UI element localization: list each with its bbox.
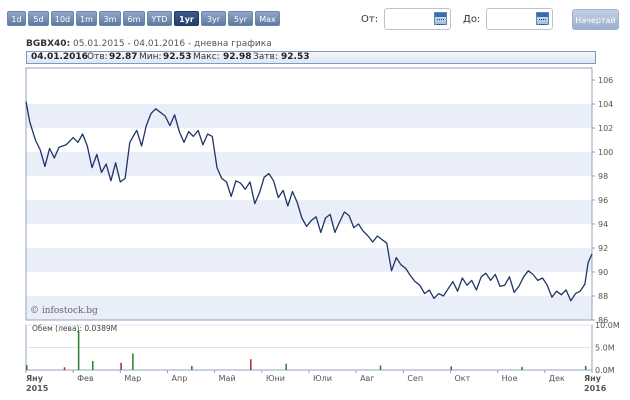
- price-y-tick-label: 92: [598, 244, 608, 253]
- range-button-1d[interactable]: 1d: [7, 11, 26, 26]
- price-y-tick-label: 86: [598, 316, 608, 325]
- price-plot-frame: [25, 67, 593, 321]
- volume-bar: [450, 366, 452, 370]
- range-button-5yr[interactable]: 5yr: [228, 11, 253, 26]
- volume-bar: [132, 353, 134, 370]
- from-label: От:: [361, 14, 379, 25]
- volume-y-tick-label: 0.0M: [595, 366, 615, 375]
- x-tick-label: Сеп: [407, 374, 423, 383]
- price-y-tick-label: 102: [598, 124, 613, 133]
- price-y-tick-label: 104: [598, 100, 613, 109]
- range-button-5d[interactable]: 5d: [28, 11, 49, 26]
- volume-bar: [521, 366, 523, 370]
- grid-band: [26, 200, 592, 224]
- volume-bar: [63, 367, 66, 370]
- x-tick-label: Юли: [313, 374, 332, 383]
- x-tick-label: Фев: [77, 374, 94, 383]
- range-button-ytd[interactable]: YTD: [147, 11, 172, 26]
- x-tick-label: Авг: [360, 374, 374, 383]
- calendar-icon[interactable]: [434, 12, 447, 25]
- range-button-1m[interactable]: 1m: [76, 11, 97, 26]
- calendar-icon[interactable]: [536, 12, 549, 25]
- price-y-tick-label: 90: [598, 268, 608, 277]
- volume-y-tick-label: 5.0M: [595, 344, 615, 353]
- price-series-line: [25, 101, 593, 302]
- close-value: 92.53: [281, 52, 310, 62]
- price-y-tick-label: 106: [598, 76, 613, 85]
- volume-bar: [191, 365, 193, 370]
- x-tick-label: Мар: [124, 374, 141, 383]
- volume-bar: [92, 361, 94, 370]
- toolbar: 1d 5d 10d 1m 3m 6m YTD 1yr 3yr 5yr Max От: До: Нач…: [0, 0, 630, 38]
- x-tick-label: Юни: [266, 374, 285, 383]
- price-y-tick-label: 94: [598, 220, 608, 229]
- quote-date: 04.01.2016: [31, 52, 88, 62]
- x-year-label: 2016: [584, 384, 607, 393]
- x-year-label: 2015: [26, 384, 49, 393]
- volume-bar: [285, 363, 287, 370]
- price-y-tick-label: 96: [598, 196, 608, 205]
- x-tick-label: Окт: [455, 374, 471, 383]
- x-tick-label: Яну: [26, 374, 44, 383]
- open-label: Отв:: [87, 52, 108, 62]
- volume-y-tick-label: 10.0M: [595, 321, 620, 330]
- volume-label: Обем (лева): 0.0389M: [32, 324, 117, 333]
- volume-bar: [120, 362, 122, 370]
- ticker-label: BGBX40:: [26, 39, 71, 49]
- to-date-input[interactable]: [486, 8, 553, 30]
- range-button-max[interactable]: Max: [255, 11, 280, 26]
- price-y-tick-label: 88: [598, 292, 608, 301]
- volume-bar: [250, 359, 252, 370]
- range-button-1yr[interactable]: 1yr: [174, 11, 199, 26]
- max-value: 92.98: [223, 52, 252, 62]
- x-tick-label: Апр: [172, 374, 188, 383]
- grid-band: [26, 152, 592, 176]
- chart-subtitle: 05.01.2015 - 04.01.2016 - дневна графика: [73, 39, 272, 49]
- price-y-tick-label: 98: [598, 172, 608, 181]
- max-label: Макс:: [193, 52, 220, 62]
- volume-bar: [379, 365, 382, 370]
- min-value: 92.53: [163, 52, 192, 62]
- close-label: Затв:: [253, 52, 278, 62]
- x-tick-label: Яну: [584, 374, 602, 383]
- min-label: Мин:: [139, 52, 162, 62]
- grid-band: [26, 248, 592, 272]
- volume-bar: [26, 365, 28, 370]
- draw-chart-button[interactable]: Начертай: [572, 9, 619, 30]
- range-button-3m[interactable]: 3m: [99, 11, 121, 26]
- from-date-input[interactable]: [384, 8, 451, 30]
- range-button-6m[interactable]: 6m: [123, 11, 145, 26]
- volume-bar: [77, 330, 80, 370]
- grid-band: [26, 296, 592, 320]
- range-button-3yr[interactable]: 3yr: [201, 11, 226, 26]
- price-y-tick-label: 100: [598, 148, 613, 157]
- chart-title: BGBX40: 05.01.2015 - 04.01.2016 - дневна…: [26, 39, 272, 49]
- quote-infobar: 04.01.2016 Отв: 92.87 Мин: 92.53 Макс: 9…: [26, 51, 596, 64]
- x-tick-label: Дек: [549, 374, 565, 383]
- range-button-10d[interactable]: 10d: [51, 11, 74, 26]
- x-tick-label: Май: [219, 374, 236, 383]
- open-value: 92.87: [109, 52, 138, 62]
- volume-bar: [584, 365, 587, 370]
- watermark-text: © infostock.bg: [30, 306, 98, 316]
- grid-band: [26, 104, 592, 128]
- x-tick-label: Ное: [502, 374, 518, 383]
- to-label: До:: [463, 14, 481, 25]
